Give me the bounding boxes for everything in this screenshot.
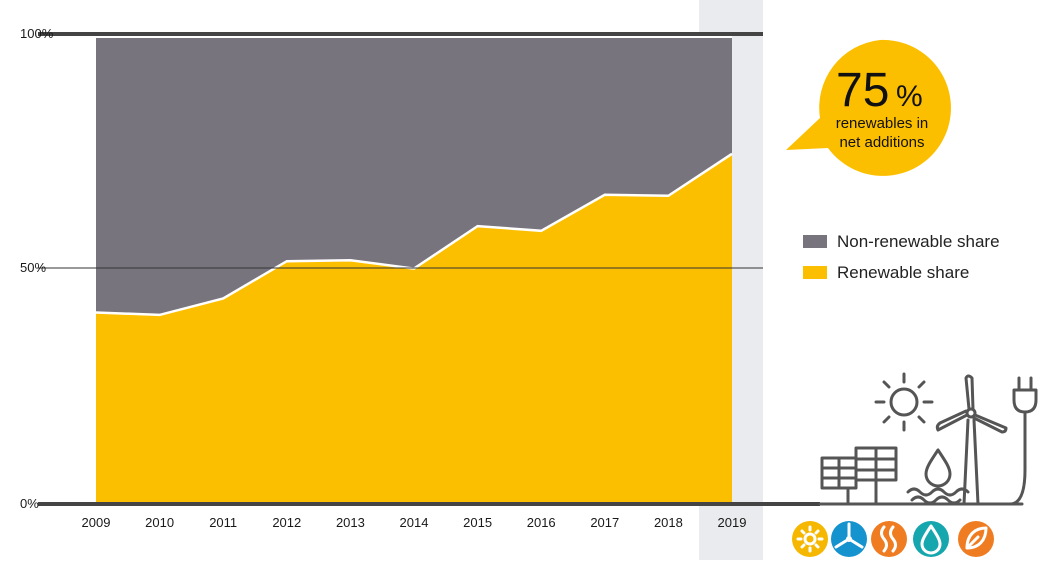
area-non-renewable-share	[96, 37, 732, 315]
power-plug-icon	[1008, 376, 1038, 506]
callout-value: 75	[836, 64, 889, 117]
x-tick-label-2018: 2018	[654, 515, 683, 530]
x-tick-labels: 2009 2010 2011 2012 2013 2014 2015 2016 2017 2018…	[82, 515, 747, 530]
x-tick-label-2016: 2016	[527, 515, 556, 530]
x-tick-label-2015: 2015	[463, 515, 492, 530]
legend-swatch-renewable	[803, 266, 827, 279]
x-tick-label-2013: 2013	[336, 515, 365, 530]
series-boundary-line	[95, 152, 733, 317]
legend: Non-renewable share Renewable share	[803, 232, 1000, 282]
x-tick-label-2012: 2012	[272, 515, 301, 530]
solar-badge-icon	[792, 521, 828, 557]
hydro-badge-icon	[913, 521, 949, 557]
legend-swatch-non-renewable	[803, 235, 827, 248]
x-tick-label-2011: 2011	[209, 515, 237, 530]
sun-icon	[874, 372, 934, 432]
y-tick-label-100: 100%	[20, 26, 54, 41]
x-tick-label-2017: 2017	[590, 515, 619, 530]
callout-unit: %	[896, 80, 923, 113]
x-tick-label-2019: 2019	[718, 515, 747, 530]
legend-label-non-renewable: Non-renewable share	[837, 232, 1000, 251]
water-drop-icon	[906, 448, 970, 505]
area-renewable-share	[96, 153, 732, 505]
renewables-illustration	[818, 372, 1038, 506]
x-tick-label-2010: 2010	[145, 515, 174, 530]
callout-bubble: 75 % renewables in net additions	[786, 39, 951, 176]
bioenergy-badge-icon	[958, 521, 994, 557]
callout-text-line1: renewables in	[836, 115, 929, 132]
y-tick-label-0: 0%	[20, 496, 39, 511]
solar-panel-icon	[820, 446, 898, 506]
callout-text-line2: net additions	[839, 134, 924, 151]
x-tick-label-2014: 2014	[400, 515, 429, 530]
technology-badges	[792, 521, 994, 557]
wind-turbine-icon	[935, 374, 1008, 506]
legend-label-renewable: Renewable share	[837, 263, 969, 282]
y-tick-label-50: 50%	[20, 260, 46, 275]
wind-badge-icon	[831, 521, 867, 557]
callout-bubble-shape	[786, 39, 951, 176]
geothermal-badge-icon	[871, 521, 907, 557]
x-tick-label-2009: 2009	[82, 515, 111, 530]
